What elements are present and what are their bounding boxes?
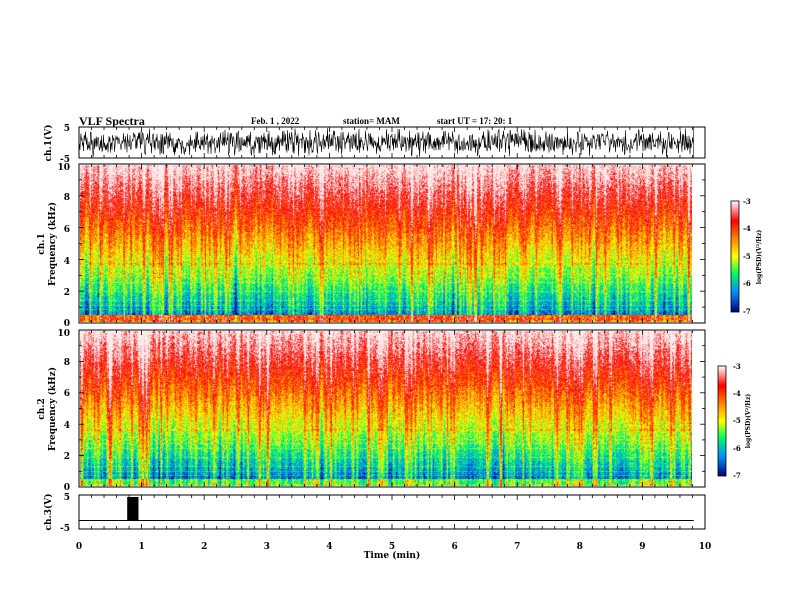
ch1-spec-ylabel: Frequency (kHz) xyxy=(47,202,58,286)
ch2-ytick-8: 8 xyxy=(64,358,70,368)
ch2-cbar-tick-m7: -7 xyxy=(733,471,741,480)
ch3-ytick-top: 5 xyxy=(64,493,70,503)
ch2-spectrogram-ticks xyxy=(78,329,706,488)
header-station: station= MAM xyxy=(343,116,400,126)
ch2-cbar-tick-m6: -6 xyxy=(733,444,741,453)
ch2-ytick-2: 2 xyxy=(64,452,70,462)
header-start-ut: start UT = 17: 20: 1 xyxy=(437,116,513,126)
ch2-spectrogram-ytick-labels: 0 2 4 6 8 10 xyxy=(57,329,70,493)
ch2-ytick-10: 10 xyxy=(57,329,70,339)
xtick-3: 3 xyxy=(264,542,270,552)
ch2-ytick-6: 6 xyxy=(64,389,70,399)
ch2-cbar-tick-m5: -5 xyxy=(733,416,741,425)
ch2-spectrogram-image xyxy=(80,331,692,486)
ch1-waveform-ticks xyxy=(78,127,706,158)
ch1-ytick-8: 8 xyxy=(64,193,70,203)
ch1-cbar-tick-m5: -5 xyxy=(743,252,751,261)
xtick-9: 9 xyxy=(639,542,645,552)
ch2-colorbar-scale xyxy=(717,365,727,477)
ch1-waveform-panel: 5 -5 ch.1(V) xyxy=(43,124,706,165)
ch1-cbar-tick-m4: -4 xyxy=(743,224,751,233)
ch1-spectrogram-ticks xyxy=(78,163,706,324)
xtick-10: 10 xyxy=(699,542,712,552)
header-date: Feb. 1 , 2022 xyxy=(251,116,300,126)
ch3-ytick-bottom: -5 xyxy=(60,524,70,534)
x-axis-label: Time (min) xyxy=(364,550,421,561)
ch1-ytick-4: 4 xyxy=(64,257,70,267)
ch1-ytick-0: 0 xyxy=(64,319,70,329)
ch2-ytick-4: 4 xyxy=(64,421,70,431)
ch1-waveform-trace xyxy=(78,127,695,158)
header-title: VLF Spectra xyxy=(79,114,145,128)
ch1-ylabel: ch.1(V) xyxy=(43,125,54,162)
ch1-cbar-tick-m6: -6 xyxy=(743,279,751,288)
ch3-frame xyxy=(78,494,706,530)
ch1-ytick-10: 10 xyxy=(57,163,70,173)
ch2-spec-ylabel: Frequency (kHz) xyxy=(47,367,58,451)
ch3-ticks xyxy=(78,495,706,529)
ch1-cbar-tick-m7: -7 xyxy=(743,307,751,316)
xtick-1: 1 xyxy=(138,542,144,552)
xtick-0: 0 xyxy=(76,542,82,552)
ch1-waveform-line xyxy=(78,127,694,158)
xtick-4: 4 xyxy=(326,542,332,552)
ch1-spec-ylabel-channel: ch.1 xyxy=(37,233,47,254)
ch1-ytick-2: 2 xyxy=(64,288,70,298)
ch2-cbar-tick-m3: -3 xyxy=(733,362,741,371)
xtick-8: 8 xyxy=(577,542,583,552)
ch1-colorbar-scale xyxy=(730,200,740,313)
xtick-6: 6 xyxy=(451,542,457,552)
ch2-spec-ylabel-channel: ch.2 xyxy=(37,398,47,419)
ch1-ytick-bottom: -5 xyxy=(60,155,70,165)
ch1-colorbar: -3 -4 -5 -6 -7 log(PSD)(V²/Hz) xyxy=(730,197,763,316)
ch1-spectrogram-ytick-labels: 0 2 4 6 8 10 xyxy=(57,163,70,329)
ch1-spectrogram-panel: 0 2 4 6 8 10 ch.1 Frequency (kHz) xyxy=(37,163,706,329)
xtick-5: 5 xyxy=(389,542,395,552)
ch1-spectrogram-image xyxy=(80,165,692,322)
xtick-7: 7 xyxy=(514,542,520,552)
ch1-ytick-top: 5 xyxy=(64,124,70,134)
ch3-trigger-panel: 5 -5 ch.3(V) xyxy=(43,493,706,534)
ch2-spectrogram-panel: 0 2 4 6 8 10 ch.2 Frequency (kHz) xyxy=(37,329,706,493)
ch3-pulse xyxy=(127,497,139,521)
ch2-colorbar: -3 -4 -5 -6 -7 log(PSD)(V²/Hz) xyxy=(717,362,752,480)
time-axis: 0 1 2 3 4 5 6 7 8 9 10 Time (min) xyxy=(76,542,711,561)
ch1-cbar-tick-m3: -3 xyxy=(743,197,751,206)
ch2-cbar-label: log(PSD)(V²/Hz) xyxy=(745,394,752,449)
ch2-ytick-0: 0 xyxy=(64,483,70,493)
xtick-2: 2 xyxy=(201,542,207,552)
ch1-cbar-label: log(PSD)(V²/Hz) xyxy=(756,230,763,285)
ch3-ylabel: ch.3(V) xyxy=(43,494,54,531)
ch1-ytick-6: 6 xyxy=(64,225,70,235)
ch2-cbar-tick-m4: -4 xyxy=(733,389,741,398)
